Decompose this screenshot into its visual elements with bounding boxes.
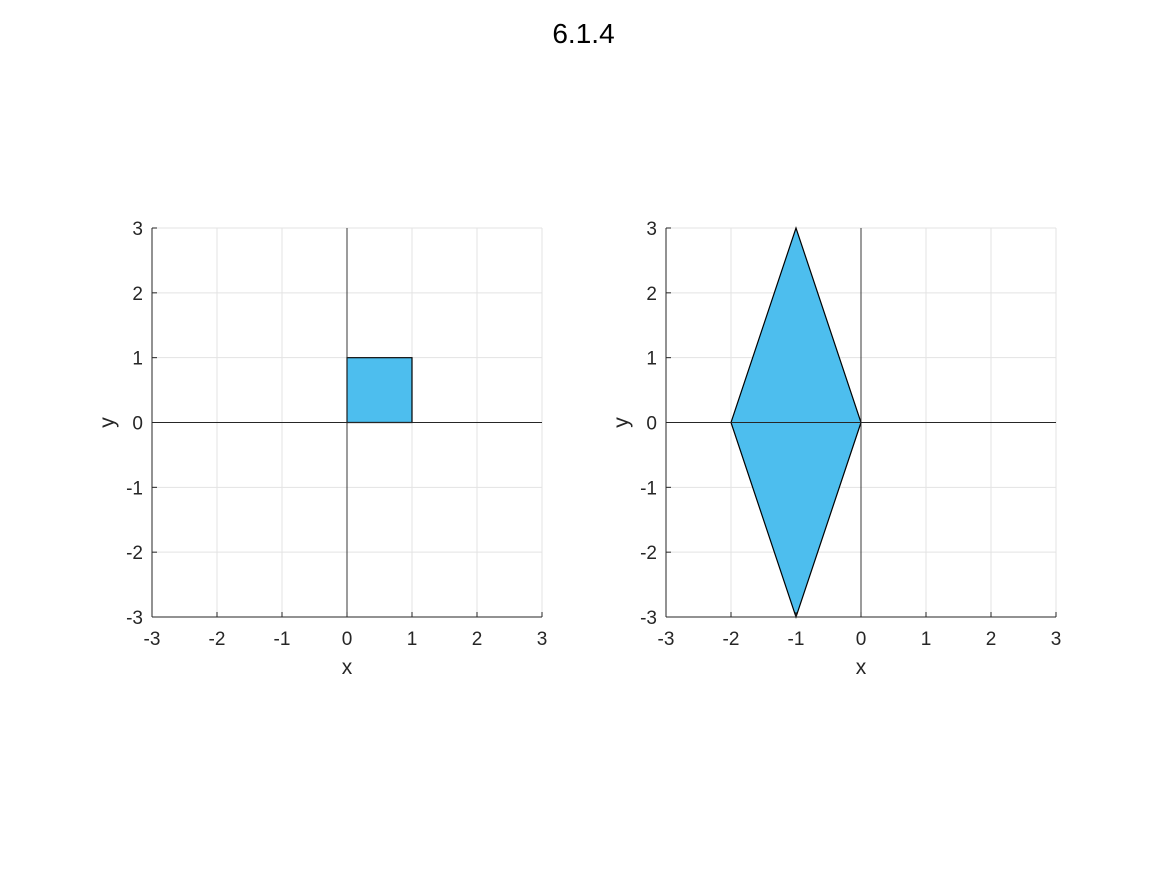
left-subplot: -3 -2 -1 0 1 2 3 -3 -2 -1 0 1 2 3 x y (96, 219, 547, 679)
x-tick-label: -1 (788, 629, 805, 650)
x-tick-label: 2 (472, 629, 483, 650)
y-tick-label: -1 (640, 478, 657, 499)
shape-polygon (346, 357, 413, 424)
x-tick-label: -3 (658, 629, 675, 650)
right-subplot: -3 -2 -1 0 1 2 3 -3 -2 -1 0 1 2 3 x y (610, 219, 1061, 679)
y-tick-label: -2 (640, 543, 657, 564)
y-tick-label: -3 (126, 608, 143, 629)
y-tick-label: 3 (132, 219, 143, 240)
y-tick-label: 0 (132, 414, 143, 435)
x-tick-label: 0 (856, 629, 867, 650)
y-tick-label: 1 (132, 349, 143, 370)
x-tick-label: 3 (537, 629, 548, 650)
x-tick-label: 3 (1051, 629, 1062, 650)
x-tick-label: -2 (209, 629, 226, 650)
y-tick-label: 2 (132, 284, 143, 305)
y-tick-label: -2 (126, 543, 143, 564)
x-tick-label: 1 (407, 629, 418, 650)
x-axis-label: x (342, 656, 353, 679)
x-axis-label: x (856, 656, 867, 679)
x-tick-label: -2 (723, 629, 740, 650)
y-tick-label: 0 (646, 414, 657, 435)
y-axis-label: y (610, 417, 633, 428)
x-tick-label: 1 (921, 629, 932, 650)
x-tick-label: 0 (342, 629, 353, 650)
y-axis-label: y (96, 417, 119, 428)
y-tick-label: 1 (646, 349, 657, 370)
y-tick-label: -1 (126, 478, 143, 499)
x-tick-label: 2 (986, 629, 997, 650)
x-tick-label: -1 (274, 629, 291, 650)
x-tick-label: -3 (144, 629, 161, 650)
y-tick-label: -3 (640, 608, 657, 629)
y-tick-label: 2 (646, 284, 657, 305)
y-tick-label: 3 (646, 219, 657, 240)
figure-title: 6.1.4 (552, 18, 615, 49)
